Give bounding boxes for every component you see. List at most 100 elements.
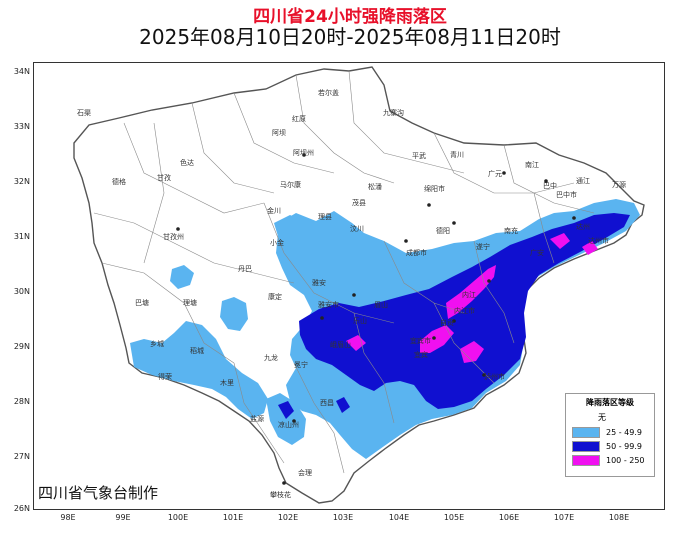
legend-label: 100 - 250 (606, 456, 645, 465)
place-label: 广元 (488, 170, 502, 178)
place-label: 德格 (112, 178, 126, 186)
map-canvas (73, 66, 645, 504)
place-label: 小金 (270, 239, 284, 247)
place-label: 南江 (525, 161, 539, 169)
rain-zone-50-99 (336, 397, 350, 413)
place-label: 松潘 (368, 183, 382, 191)
place-label: 茂县 (352, 199, 366, 207)
place-label: 理县 (318, 213, 332, 221)
place-label: 理塘 (183, 299, 197, 307)
rain-zone-25-49 (170, 265, 194, 289)
place-label: 康定 (268, 293, 282, 301)
lon-label: 102E (277, 513, 299, 522)
place-label: 绵阳市 (424, 185, 445, 193)
place-label: 万源 (612, 181, 626, 189)
place-label: 通江 (576, 177, 590, 185)
place-label: 红原 (292, 115, 306, 123)
legend-item-100: 100 - 250 (572, 455, 645, 466)
place-label: 雅安市 (318, 301, 339, 309)
lon-label: 108E (608, 513, 630, 522)
place-label: 丹巴 (238, 265, 252, 273)
legend-box: 降雨落区等级 无 25 - 49.9 50 - 99.9 100 - 250 (565, 393, 655, 477)
place-label: 凉山州 (278, 421, 299, 429)
rain-zone-100-250 (460, 341, 484, 363)
place-label: 冕宁 (294, 361, 308, 369)
map-subtitle: 2025年08月10日20时-2025年08月11日20时 (139, 25, 561, 49)
lat-label: 32N (13, 177, 30, 186)
city-markers (176, 153, 576, 485)
place-label: 遂宁 (476, 243, 490, 251)
rain-zone-25-49 (130, 321, 268, 419)
legend-swatch (572, 441, 600, 452)
map-title: 四川省24小时强降雨落区 (253, 7, 447, 27)
place-label: 攀枝花 (270, 491, 291, 499)
rain-zone-25-49 (274, 215, 304, 243)
lat-label: 29N (13, 342, 30, 351)
map-frame (33, 62, 665, 510)
place-label: 巴塘 (135, 299, 149, 307)
place-label: 自贡 (440, 319, 454, 327)
legend-title: 降雨落区等级 (586, 398, 634, 407)
place-label: 阿坝 (272, 129, 286, 137)
rain-zone-50-99 (299, 213, 630, 409)
lat-label: 30N (13, 287, 30, 296)
place-label: 九龙 (264, 354, 278, 362)
lat-label: 34N (13, 67, 30, 76)
place-label: 青川 (450, 151, 464, 159)
place-label: 乐山 (353, 317, 367, 325)
rain-zone-100-250 (550, 233, 570, 249)
lon-label: 101E (222, 513, 244, 522)
legend-label: 50 - 99.9 (606, 442, 642, 451)
rain-zone-100-250 (446, 265, 496, 319)
lon-label: 106E (498, 513, 520, 522)
legend-swatch (572, 427, 600, 438)
legend-item-50: 50 - 99.9 (572, 441, 642, 452)
place-label: 达州市 (588, 237, 609, 245)
place-label: 乡城 (150, 340, 164, 348)
rain-zone-100-250 (420, 325, 454, 353)
place-label: 泸州市 (484, 373, 505, 381)
place-label: 宜宾 (414, 351, 428, 359)
legend-item-none: 无 (572, 412, 606, 423)
lon-label: 107E (553, 513, 575, 522)
place-label: 西昌 (320, 399, 334, 407)
lat-label: 28N (13, 397, 30, 406)
place-label: 广安 (530, 249, 544, 257)
place-label: 会理 (298, 469, 312, 477)
place-label: 九寨沟 (383, 109, 404, 117)
place-label: 汶川 (350, 225, 364, 233)
rain-zone-100-250 (346, 335, 366, 351)
place-label: 色达 (180, 159, 194, 167)
place-label: 雅安 (312, 279, 326, 287)
legend-label: 25 - 49.9 (606, 428, 642, 437)
place-label: 平武 (412, 152, 426, 160)
legend-label: 无 (598, 413, 606, 422)
place-label: 峨眉山 (330, 341, 351, 349)
lon-label: 98E (60, 513, 76, 522)
place-label: 石渠 (77, 109, 91, 117)
place-label: 达州 (576, 223, 590, 231)
place-label: 成都市 (406, 249, 427, 257)
rain-zone-100-250 (582, 241, 598, 255)
place-label: 阿坝州 (293, 149, 314, 157)
place-label: 内江 (462, 291, 476, 299)
place-label: 南充 (504, 227, 518, 235)
place-label: 金川 (267, 207, 281, 215)
rain-zone-25-49 (220, 297, 248, 331)
place-label: 甘孜 (157, 174, 171, 182)
place-label: 巴中 (543, 182, 557, 190)
lat-label: 26N (13, 504, 30, 513)
credit-text: 四川省气象台制作 (38, 484, 159, 502)
lon-label: 104E (388, 513, 410, 522)
legend-swatch (572, 455, 600, 466)
lon-label: 105E (443, 513, 465, 522)
lat-label: 27N (13, 452, 30, 461)
county-boundaries (93, 70, 595, 474)
legend-item-25: 25 - 49.9 (572, 427, 642, 438)
place-label: 眉山 (374, 301, 388, 309)
lon-label: 103E (332, 513, 354, 522)
place-label: 内江市 (454, 307, 475, 315)
place-label: 甘孜州 (163, 233, 184, 241)
place-label: 巴中市 (556, 191, 577, 199)
lon-label: 99E (115, 513, 131, 522)
